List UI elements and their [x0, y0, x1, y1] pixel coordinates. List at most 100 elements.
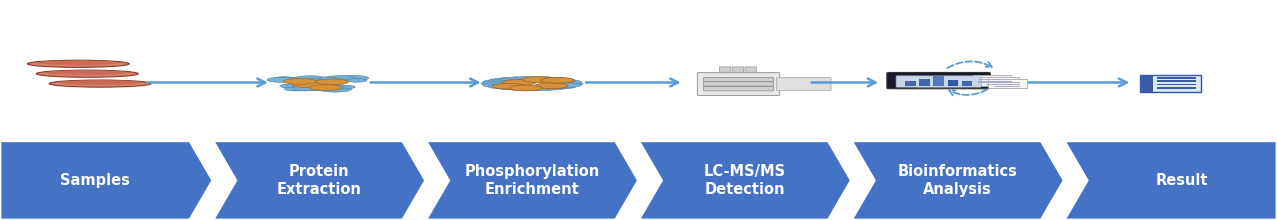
Circle shape: [503, 80, 536, 85]
Ellipse shape: [37, 61, 120, 65]
FancyBboxPatch shape: [973, 75, 1011, 85]
Circle shape: [497, 85, 522, 90]
Circle shape: [273, 77, 295, 81]
Circle shape: [272, 77, 299, 82]
Circle shape: [318, 86, 337, 89]
Bar: [948, 80, 958, 86]
Circle shape: [315, 79, 349, 85]
Bar: [962, 81, 972, 86]
FancyBboxPatch shape: [704, 77, 774, 82]
Circle shape: [520, 86, 545, 91]
Circle shape: [285, 87, 308, 91]
Bar: [1157, 87, 1197, 88]
Text: Samples: Samples: [60, 173, 130, 188]
Ellipse shape: [59, 80, 142, 85]
Circle shape: [305, 78, 327, 82]
Circle shape: [301, 86, 327, 90]
Circle shape: [295, 84, 326, 89]
Circle shape: [493, 83, 526, 89]
Circle shape: [267, 77, 296, 82]
Circle shape: [558, 81, 584, 86]
FancyBboxPatch shape: [697, 73, 780, 95]
Circle shape: [324, 76, 356, 81]
FancyBboxPatch shape: [704, 82, 774, 86]
Bar: [1157, 84, 1197, 85]
Circle shape: [346, 79, 366, 82]
FancyBboxPatch shape: [988, 79, 1027, 88]
Circle shape: [483, 80, 508, 84]
Bar: [1157, 81, 1197, 82]
Text: Bioinformatics
Analysis: Bioinformatics Analysis: [898, 164, 1018, 197]
Circle shape: [550, 84, 576, 89]
Text: LC-MS/MS
Detection: LC-MS/MS Detection: [704, 164, 785, 197]
Circle shape: [488, 79, 513, 83]
FancyBboxPatch shape: [776, 78, 831, 91]
FancyBboxPatch shape: [981, 77, 1019, 86]
FancyBboxPatch shape: [732, 67, 743, 73]
Bar: [916, 87, 962, 89]
Circle shape: [306, 84, 340, 90]
FancyBboxPatch shape: [1140, 75, 1202, 92]
Ellipse shape: [36, 70, 138, 77]
Circle shape: [522, 77, 555, 82]
Circle shape: [283, 79, 317, 84]
Circle shape: [555, 83, 581, 87]
Circle shape: [327, 79, 346, 82]
Bar: [919, 79, 930, 86]
Circle shape: [292, 82, 326, 88]
FancyBboxPatch shape: [719, 67, 730, 73]
Circle shape: [531, 77, 557, 81]
Circle shape: [483, 83, 508, 87]
Text: Phosphorylation
Enrichment: Phosphorylation Enrichment: [465, 164, 600, 197]
Circle shape: [531, 86, 557, 90]
Circle shape: [312, 81, 329, 84]
Circle shape: [309, 85, 342, 90]
Polygon shape: [0, 141, 213, 220]
Circle shape: [510, 85, 543, 91]
Circle shape: [335, 85, 355, 89]
FancyBboxPatch shape: [886, 72, 991, 89]
Circle shape: [295, 84, 322, 88]
Bar: [1140, 75, 1153, 92]
Ellipse shape: [27, 60, 129, 67]
Bar: [1157, 77, 1197, 79]
Polygon shape: [213, 141, 425, 220]
Circle shape: [317, 77, 336, 80]
Circle shape: [282, 84, 308, 88]
Bar: [905, 81, 916, 86]
Circle shape: [488, 84, 513, 89]
Circle shape: [319, 86, 351, 92]
Ellipse shape: [49, 80, 151, 87]
Bar: [933, 76, 944, 86]
FancyBboxPatch shape: [744, 67, 756, 73]
Polygon shape: [638, 141, 852, 220]
Circle shape: [280, 84, 304, 88]
Circle shape: [300, 84, 328, 88]
Circle shape: [541, 77, 567, 82]
Circle shape: [541, 77, 575, 83]
Text: Protein
Extraction: Protein Extraction: [277, 164, 361, 197]
Circle shape: [481, 81, 507, 86]
Polygon shape: [425, 141, 638, 220]
FancyBboxPatch shape: [896, 76, 981, 87]
Circle shape: [290, 86, 318, 91]
Circle shape: [319, 84, 338, 87]
Text: Result: Result: [1156, 173, 1208, 188]
Circle shape: [317, 86, 337, 90]
Polygon shape: [1064, 141, 1277, 220]
Circle shape: [338, 75, 369, 81]
Circle shape: [295, 76, 324, 81]
Circle shape: [319, 84, 345, 88]
Circle shape: [507, 86, 533, 90]
Circle shape: [507, 77, 533, 81]
Circle shape: [282, 78, 301, 82]
Circle shape: [550, 79, 576, 83]
FancyBboxPatch shape: [704, 87, 774, 91]
Circle shape: [292, 86, 324, 91]
Circle shape: [555, 80, 581, 84]
Circle shape: [497, 77, 522, 82]
Circle shape: [520, 77, 545, 81]
Circle shape: [535, 83, 568, 89]
Ellipse shape: [46, 70, 129, 75]
Circle shape: [541, 85, 567, 90]
